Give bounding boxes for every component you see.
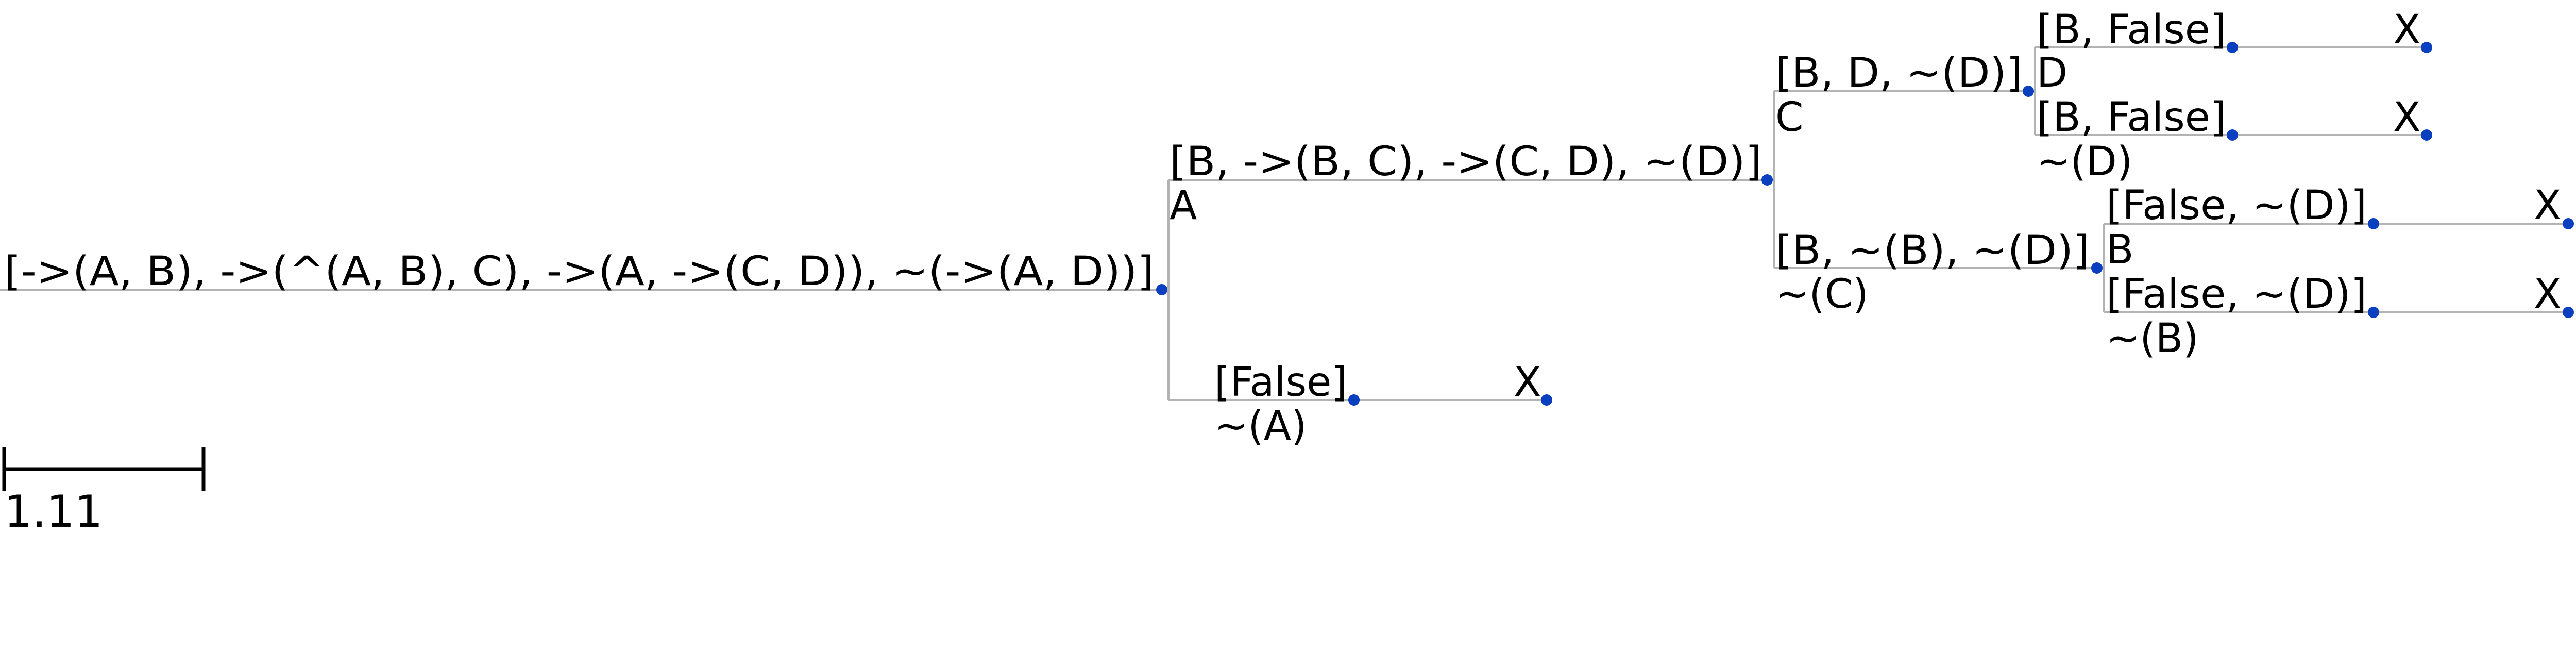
ncnb-edge-label: ~(B)	[2106, 315, 2199, 362]
tree-labels: [->(A, B), ->(^(A, B), C), ->(A, ->(C, D…	[4, 7, 2561, 449]
tree-nodes	[1156, 42, 2574, 406]
cnd-formula: [B, False]	[2037, 94, 2226, 141]
node-ncnb-leaf	[2563, 307, 2574, 318]
node-cd	[2227, 42, 2238, 53]
ncnb-formula: [False, ~(D)]	[2106, 271, 2367, 318]
nc-formula: [B, ~(B), ~(D)]	[1775, 227, 2090, 274]
node-cnd-leaf	[2421, 129, 2432, 141]
root-formula: [->(A, B), ->(^(A, B), C), ->(A, ->(C, D…	[4, 248, 1154, 295]
node-nc	[2091, 262, 2103, 274]
node-a	[1761, 174, 1773, 186]
node-root	[1156, 284, 1167, 295]
cnd-edge-label: ~(D)	[2037, 139, 2132, 185]
node-na	[1348, 394, 1360, 406]
ncb-formula: [False, ~(D)]	[2106, 182, 2367, 229]
ncb-leaf-label: X	[2534, 182, 2561, 229]
node-ncb-leaf	[2563, 218, 2574, 229]
na-leaf-label: X	[1514, 359, 1541, 406]
cnd-leaf-label: X	[2393, 94, 2420, 141]
c-formula: [B, D, ~(D)]	[1775, 50, 2023, 96]
a-edge-label: A	[1170, 182, 1197, 229]
na-formula: [False]	[1214, 359, 1347, 406]
node-cd-leaf	[2421, 42, 2432, 53]
node-na-leaf	[1541, 394, 1552, 406]
nc-edge-label: ~(C)	[1775, 271, 1869, 318]
cd-leaf-label: X	[2393, 7, 2420, 53]
tree-edges	[0, 46, 2568, 401]
ncnb-leaf-label: X	[2534, 271, 2561, 318]
na-edge-label: ~(A)	[1214, 403, 1307, 449]
cd-edge-label: D	[2037, 50, 2067, 96]
node-ncnb	[2368, 307, 2379, 318]
node-ncb	[2368, 218, 2379, 229]
a-formula: [B, ->(B, C), ->(C, D), ~(D)]	[1170, 139, 1762, 185]
scale-bar: 1.11	[2, 447, 206, 538]
cd-formula: [B, False]	[2037, 7, 2226, 53]
scale-bar-value: 1.11	[4, 486, 103, 538]
ncb-edge-label: B	[2106, 227, 2134, 273]
c-edge-label: C	[1775, 94, 1803, 141]
node-c	[2023, 86, 2034, 97]
node-cnd	[2227, 129, 2238, 141]
